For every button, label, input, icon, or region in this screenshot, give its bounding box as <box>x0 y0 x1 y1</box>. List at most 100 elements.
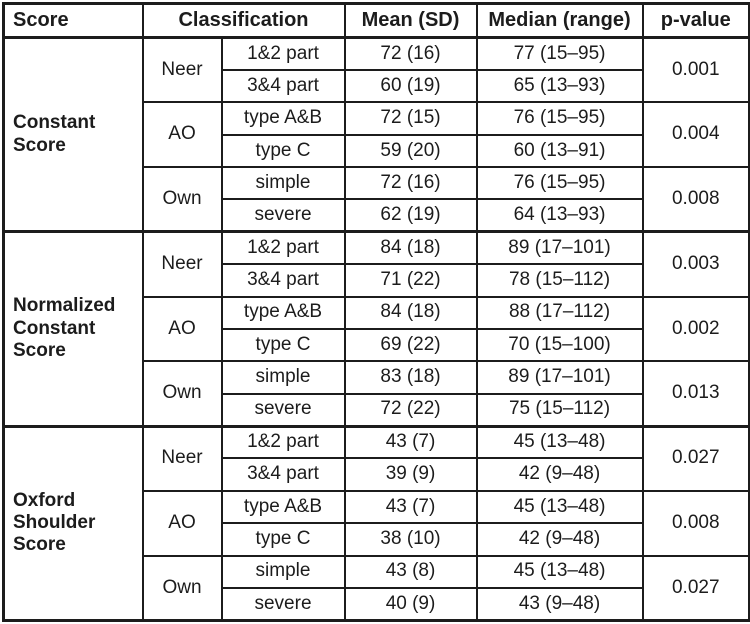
mean-cell: 84 (18) <box>343 295 478 330</box>
subcategory-cell: type A&B <box>220 489 346 525</box>
subcategory-cell: type C <box>220 327 346 363</box>
median-cell: 64 (13–93) <box>475 198 644 233</box>
subcategory-cell: type C <box>220 133 346 169</box>
mean-cell: 39 (9) <box>343 457 478 492</box>
median-cell: 89 (17–101) <box>475 360 644 395</box>
classification-system-cell: AO <box>141 295 223 363</box>
classification-system-cell: Neer <box>141 424 223 492</box>
classification-system-cell: Own <box>141 166 223 233</box>
table-row: type C 69 (22) 70 (15–100) <box>4 327 750 363</box>
header-pvalue: p-value <box>641 2 750 39</box>
table-row: type C 59 (20) 60 (13–91) <box>4 133 750 169</box>
table-body: Constant Score Neer 1&2 part 72 (16) 77 … <box>2 35 750 622</box>
mean-cell: 72 (16) <box>343 165 478 201</box>
pvalue-cell: 0.013 <box>641 360 750 427</box>
subcategory-cell: type A&B <box>220 295 346 330</box>
median-cell: 89 (17–101) <box>475 230 644 266</box>
score-label: Normalized Constant Score <box>2 230 144 428</box>
mean-cell: 43 (8) <box>343 554 478 589</box>
pvalue-cell: 0.027 <box>641 424 750 492</box>
mean-cell: 59 (20) <box>343 133 478 169</box>
mean-cell: 40 (9) <box>343 586 478 622</box>
classification-system-cell: AO <box>141 489 223 557</box>
median-cell: 76 (15–95) <box>475 165 644 201</box>
score-label: Constant Score <box>2 35 144 233</box>
subcategory-cell: severe <box>220 392 346 428</box>
header-mean: Mean (SD) <box>343 2 478 39</box>
classification-system-cell: Neer <box>141 230 223 298</box>
subcategory-cell: 3&4 part <box>220 68 346 104</box>
table-row: severe 40 (9) 43 (9–48) <box>4 586 750 622</box>
median-cell: 60 (13–91) <box>475 133 644 169</box>
table-row: Own simple 43 (8) 45 (13–48) 0.027 <box>4 554 750 622</box>
table-row: Own simple 72 (16) 76 (15–95) 0.008 <box>4 165 750 233</box>
table-row: Oxford Shoulder Score Neer 1&2 part 43 (… <box>2 424 750 622</box>
subcategory-cell: simple <box>220 165 346 201</box>
median-cell: 70 (15–100) <box>475 327 644 363</box>
subcategory-cell: simple <box>220 360 346 395</box>
table-header: Score Classification Mean (SD) Median (r… <box>2 2 750 39</box>
mean-cell: 43 (7) <box>343 424 478 460</box>
table-row: severe 62 (19) 64 (13–93) <box>4 198 750 233</box>
subcategory-cell: 1&2 part <box>220 35 346 71</box>
table-row: Normalized Constant Score Neer 1&2 part … <box>2 230 750 428</box>
pvalue-cell: 0.003 <box>641 230 750 298</box>
subcategory-cell: type A&B <box>220 101 346 136</box>
mean-cell: 43 (7) <box>343 489 478 525</box>
table-row: severe 72 (22) 75 (15–112) <box>4 392 750 428</box>
pvalue-cell: 0.008 <box>641 489 750 557</box>
subcategory-cell: severe <box>220 586 346 622</box>
mean-cell: 83 (18) <box>343 360 478 395</box>
median-cell: 76 (15–95) <box>475 101 644 136</box>
mean-cell: 72 (22) <box>343 392 478 428</box>
table-row: Own simple 83 (18) 89 (17–101) 0.013 <box>4 360 750 427</box>
header-classification: Classification <box>141 2 346 39</box>
pvalue-cell: 0.008 <box>641 166 750 233</box>
median-cell: 45 (13–48) <box>475 424 644 460</box>
median-cell: 77 (15–95) <box>475 35 644 71</box>
classification-system-cell: Own <box>141 360 223 427</box>
header-row: Score Classification Mean (SD) Median (r… <box>2 2 750 39</box>
mean-cell: 84 (18) <box>343 230 478 266</box>
classification-system-cell: AO <box>141 101 223 168</box>
table-row: AO type A&B 84 (18) 88 (17–112) 0.002 <box>4 295 750 363</box>
classification-system-cell: Own <box>141 554 223 622</box>
median-cell: 45 (13–48) <box>475 489 644 525</box>
median-cell: 75 (15–112) <box>475 392 644 428</box>
median-cell: 43 (9–48) <box>475 586 644 622</box>
mean-cell: 38 (10) <box>343 522 478 557</box>
mean-cell: 72 (15) <box>343 101 478 136</box>
table-row: 3&4 part 71 (22) 78 (15–112) <box>4 263 750 298</box>
median-cell: 65 (13–93) <box>475 68 644 104</box>
median-cell: 45 (13–48) <box>475 554 644 589</box>
median-cell: 42 (9–48) <box>475 457 644 492</box>
mean-cell: 71 (22) <box>343 263 478 298</box>
mean-cell: 62 (19) <box>343 198 478 233</box>
subcategory-cell: 3&4 part <box>220 457 346 492</box>
pvalue-cell: 0.001 <box>641 36 750 104</box>
median-cell: 88 (17–112) <box>475 295 644 330</box>
score-label: Oxford Shoulder Score <box>2 424 144 622</box>
mean-cell: 60 (19) <box>343 68 478 104</box>
pvalue-cell: 0.027 <box>641 554 750 622</box>
median-cell: 42 (9–48) <box>475 522 644 557</box>
table-row: AO type A&B 72 (15) 76 (15–95) 0.004 <box>4 101 750 168</box>
median-cell: 78 (15–112) <box>475 263 644 298</box>
pvalue-cell: 0.002 <box>641 295 750 363</box>
subcategory-cell: 1&2 part <box>220 230 346 266</box>
mean-cell: 72 (16) <box>343 35 478 71</box>
table-row: 3&4 part 60 (19) 65 (13–93) <box>4 68 750 104</box>
pvalue-cell: 0.004 <box>641 101 750 168</box>
subcategory-cell: severe <box>220 198 346 233</box>
subcategory-cell: simple <box>220 554 346 589</box>
table-row: type C 38 (10) 42 (9–48) <box>4 522 750 557</box>
header-score: Score <box>2 2 144 39</box>
mean-cell: 69 (22) <box>343 327 478 363</box>
classification-system-cell: Neer <box>141 36 223 104</box>
subcategory-cell: type C <box>220 522 346 557</box>
subcategory-cell: 3&4 part <box>220 263 346 298</box>
table-row: 3&4 part 39 (9) 42 (9–48) <box>4 457 750 492</box>
header-median: Median (range) <box>475 2 644 39</box>
